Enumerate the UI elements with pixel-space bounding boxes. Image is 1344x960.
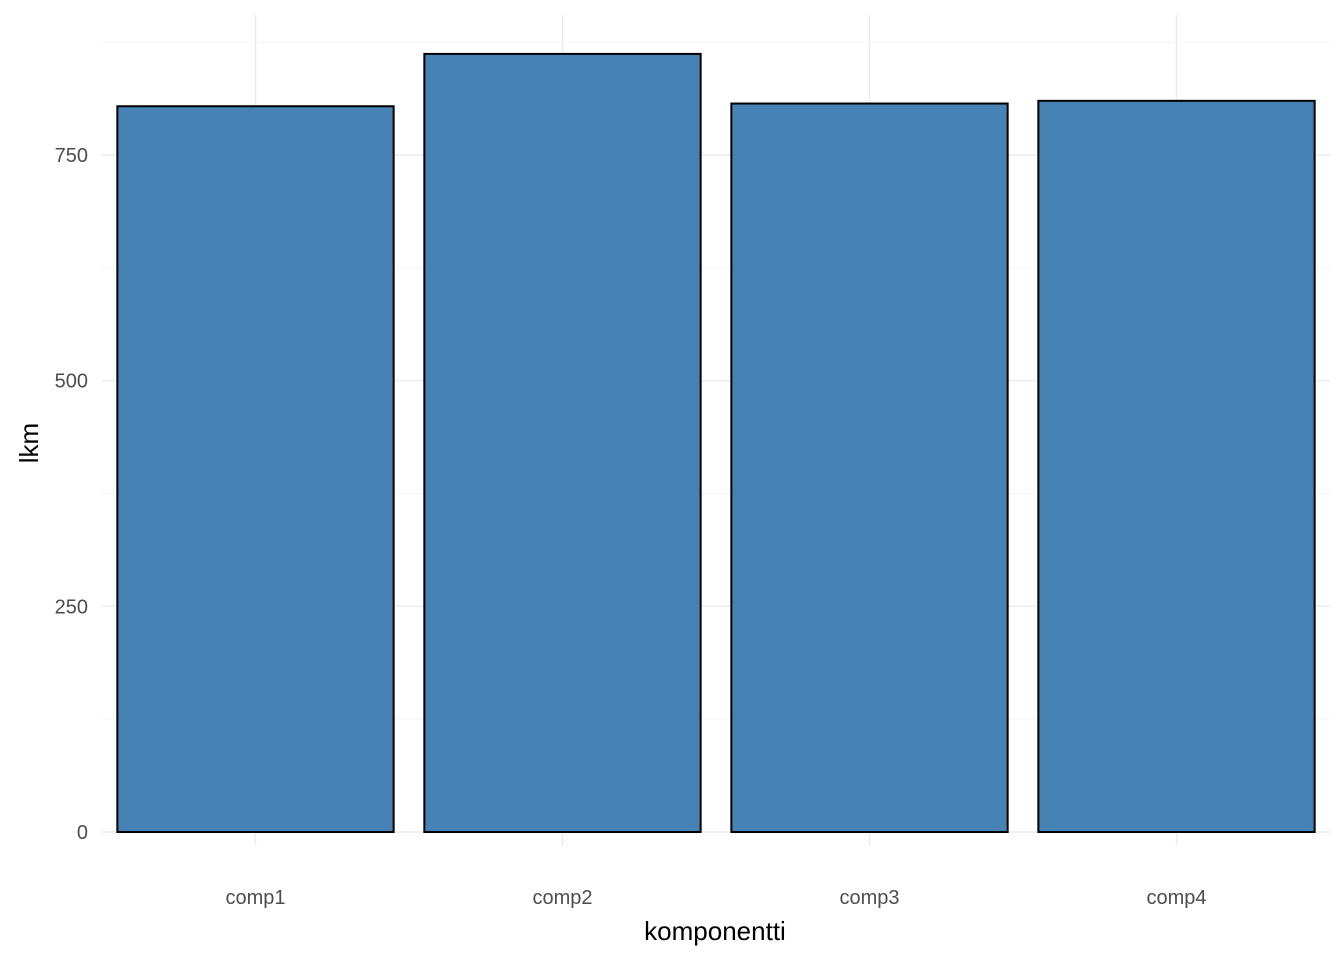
- x-axis-tick-labels: comp1 comp2 comp3 comp4: [225, 887, 1206, 909]
- x-tick-label: comp1: [225, 887, 285, 909]
- x-tick-label: comp4: [1146, 887, 1206, 909]
- y-tick-label: 750: [55, 145, 88, 167]
- x-tick-label: comp2: [532, 887, 592, 909]
- y-tick-label: 0: [77, 822, 88, 844]
- x-tick-label: comp3: [839, 887, 899, 909]
- y-axis-title: lkm: [14, 423, 44, 463]
- y-axis-tick-labels: 0 250 500 750: [55, 145, 88, 844]
- bar-comp4: [1037, 99, 1316, 833]
- bars: [116, 52, 1316, 834]
- bar-comp3: [730, 102, 1009, 834]
- bar-comp2: [423, 52, 702, 834]
- x-axis-title: komponentti: [644, 916, 786, 946]
- bar-comp1: [116, 105, 395, 834]
- y-tick-label: 250: [55, 596, 88, 618]
- y-tick-label: 500: [55, 371, 88, 393]
